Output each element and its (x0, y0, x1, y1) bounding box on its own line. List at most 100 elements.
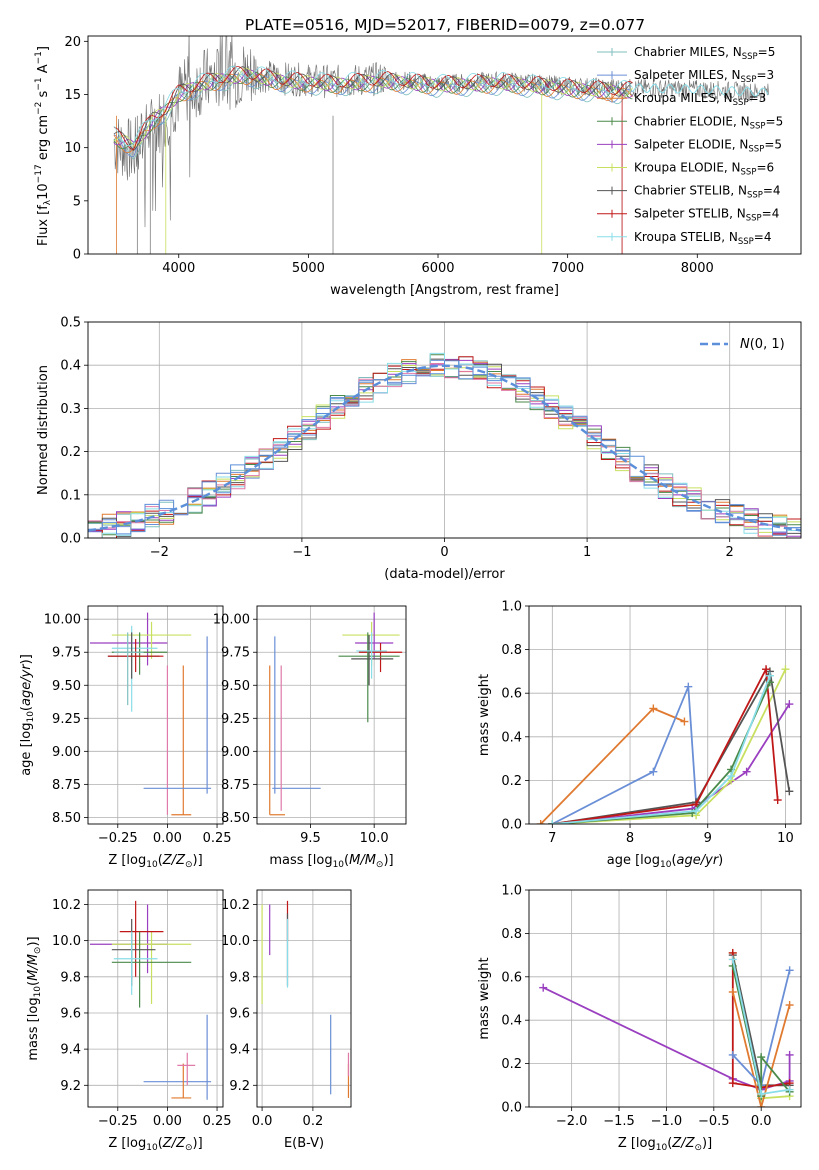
plot-area (88, 352, 801, 538)
axes-frame (528, 605, 802, 825)
legend-label: Chabrier MILES, NSSP=5 (634, 45, 775, 62)
legend-label: Chabrier ELODIE, NSSP=5 (634, 114, 783, 131)
panel-residuals: −2 −1 0 1 2 0.0 0.1 0.2 0.3 0.4 0.5 N(0, 1) (data-mo… (36, 316, 802, 582)
x-axis-label: (data-model)/error (384, 567, 505, 582)
weight-line (552, 668, 791, 824)
panel-weight_vs_age: 7 8 9 10 0.0 0.2 0.4 0.6 0.8 1.0 mass weight age [l… (477, 600, 802, 870)
y-tick-label: 0.4 (501, 1014, 522, 1029)
model-line-salpeter-stelib (113, 66, 633, 151)
y-tick-label: 15 (64, 88, 81, 103)
x-axis-label: Z [log10(Z/Z⊙)] (108, 1136, 202, 1153)
x-tick-label: 0.00 (153, 1114, 182, 1129)
y-tick-label: 9.4 (60, 1043, 81, 1058)
legend-label: Chabrier STELIB, NSSP=4 (634, 184, 781, 201)
y-tick-label: 20 (64, 35, 81, 50)
y-tick-label: 0.4 (60, 359, 81, 374)
axes-frame (87, 605, 224, 825)
y-tick-label: 9.6 (229, 1006, 250, 1021)
x-tick-label: 7000 (551, 261, 584, 276)
y-tick-label: 0.6 (501, 970, 522, 985)
y-tick-label: 5 (73, 194, 81, 209)
y-axis-label: mass [log10(M/M⊙)] (26, 936, 43, 1060)
x-tick-label: 0.2 (303, 1114, 324, 1129)
y-tick-label: 9.50 (221, 679, 250, 694)
x-axis-label: mass [log10(M/M⊙)] (269, 853, 393, 870)
y-tick-label: 0.3 (60, 402, 81, 417)
y-tick-label: 1.0 (501, 600, 522, 615)
axes-frame (87, 321, 802, 539)
legend-label: Kroupa MILES, NSSP=3 (634, 91, 766, 108)
x-axis-label: E(B-V) (284, 1136, 324, 1151)
x-tick-label: 8000 (681, 261, 714, 276)
panel-age_vs_Z: −0.25 0.00 0.25 8.50 8.75 9.00 9.25 9.50 9.75 10.… (19, 605, 232, 870)
y-axis-label: Flux [fλ10−17 erg cm−2 s−1 A−1] (34, 46, 53, 246)
panel-age_vs_mass: 9.5 10.0 8.50 8.75 9.00 9.25 9.50 9.75 10.00 mass… (213, 605, 407, 870)
model-line-chabrier-miles (113, 74, 633, 160)
plot-area (536, 665, 794, 824)
normal-curve (88, 364, 801, 532)
y-tick-label: 9.75 (52, 646, 81, 661)
observed-spectrum-line (113, 36, 769, 228)
y-tick-label: 9.2 (229, 1079, 250, 1094)
plot-area (269, 612, 403, 816)
y-tick-label: 0.2 (501, 774, 522, 789)
y-tick-label: 0.4 (501, 730, 522, 745)
x-tick-label: −2 (150, 545, 169, 560)
y-tick-label: 9.6 (60, 1006, 81, 1021)
x-tick-label: −1.0 (651, 1114, 683, 1129)
panel-mass_vs_EBV: 0.0 0.2 9.2 9.4 9.6 9.8 10.0 10.2 E(B-V) (221, 889, 352, 1151)
weight-line (552, 666, 779, 824)
legend-label: Salpeter MILES, NSSP=3 (634, 68, 774, 85)
weight-line (731, 952, 790, 1089)
x-tick-label: −2.0 (556, 1114, 588, 1129)
y-tick-label: 10 (64, 141, 81, 156)
legend-label: Kroupa STELIB, NSSP=4 (634, 230, 772, 247)
y-tick-label: 1.0 (501, 884, 522, 899)
y-tick-label: 0.1 (60, 488, 81, 503)
panel-spectrum: 4000 5000 6000 7000 8000 0 5 10 15 20 Chabrier MIL… (34, 35, 802, 298)
y-tick-label: 0.2 (501, 1057, 522, 1072)
y-tick-label: 0.0 (501, 818, 522, 833)
x-tick-label: 1 (583, 545, 591, 560)
x-tick-label: 0 (440, 545, 448, 560)
x-tick-label: 5000 (292, 261, 325, 276)
legend-label: Salpeter STELIB, NSSP=4 (634, 207, 779, 224)
y-tick-label: 9.00 (221, 745, 250, 760)
panel-weight_vs_Z: −2.0 −1.5 −1.0 −0.5 0.0 0.0 0.2 0.4 0.6 0.8 1.0 mas… (477, 884, 802, 1153)
x-tick-label: 9 (704, 831, 712, 846)
x-tick-label: 10.0 (360, 831, 389, 846)
y-tick-label: 9.50 (52, 679, 81, 694)
x-tick-label: 0.25 (203, 1114, 232, 1129)
axes-frame (528, 889, 802, 1108)
y-axis-label: mass weight (477, 674, 492, 756)
axes-frame (87, 35, 802, 255)
x-axis-label: Z [log10(Z/Z⊙)] (618, 1136, 712, 1153)
y-tick-label: 9.25 (221, 712, 250, 727)
y-tick-label: 0.5 (60, 316, 81, 331)
x-tick-label: 2 (726, 545, 734, 560)
y-tick-label: 10.0 (52, 934, 81, 949)
y-tick-label: 0.8 (501, 927, 522, 942)
x-tick-label: 7 (548, 831, 556, 846)
x-tick-label: 4000 (162, 261, 195, 276)
y-axis-label: mass weight (477, 957, 492, 1039)
weight-line (552, 703, 791, 824)
y-tick-label: 9.2 (60, 1079, 81, 1094)
plot-area (89, 900, 212, 1100)
model-line-salpeter-elodie (113, 69, 633, 146)
x-axis-label: Z [log10(Z/Z⊙)] (108, 853, 202, 870)
x-tick-label: −0.25 (98, 1114, 138, 1129)
y-tick-label: 10.00 (213, 613, 250, 628)
y-tick-label: 9.4 (229, 1043, 250, 1058)
x-tick-label: 9.5 (300, 831, 321, 846)
y-tick-label: 9.25 (52, 712, 81, 727)
plot-area (261, 900, 350, 1098)
x-tick-label: 0.25 (203, 831, 232, 846)
y-tick-label: 8.50 (221, 811, 250, 826)
y-tick-label: 9.00 (52, 745, 81, 760)
x-tick-label: 6000 (421, 261, 454, 276)
y-tick-label: 0.6 (501, 687, 522, 702)
x-tick-label: −1.5 (603, 1114, 635, 1129)
x-tick-label: −0.25 (98, 831, 138, 846)
y-tick-label: 10.00 (44, 613, 81, 628)
